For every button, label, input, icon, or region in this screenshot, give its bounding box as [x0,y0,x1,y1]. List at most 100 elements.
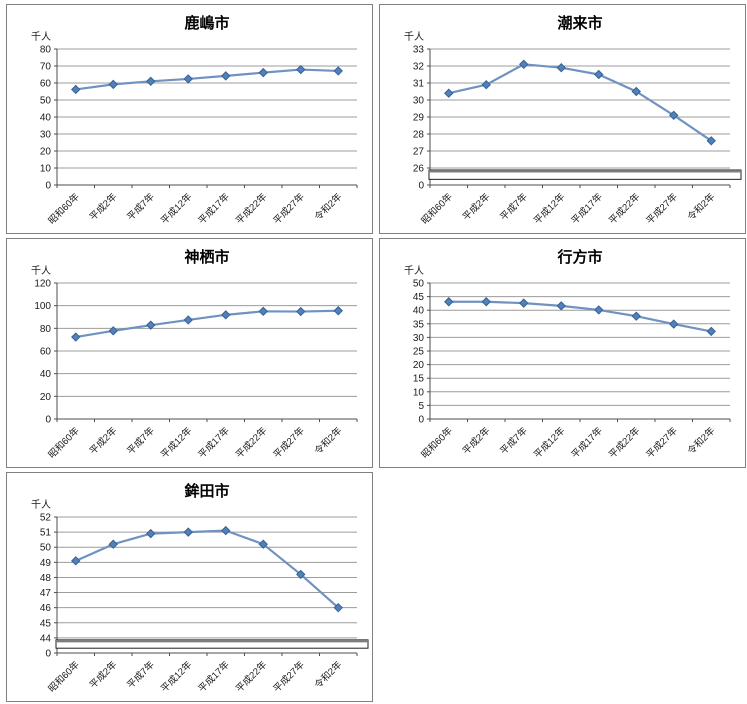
x-tick-label: 平成2年 [460,424,493,457]
x-tick-label: 平成27年 [271,190,307,226]
data-point [221,525,231,536]
data-point [556,301,566,311]
y-tick-label: 32 [413,62,425,73]
y-tick-label: 51 [40,528,52,539]
y-tick-label: 35 [413,319,425,330]
y-axis-unit-label: 千人 [404,265,424,277]
y-axis-base-label: 0 [45,649,51,660]
data-point [71,84,81,95]
y-tick-label: 0 [45,415,51,426]
y-tick-label: 30 [413,333,425,344]
y-tick-label: 0 [418,415,424,426]
data-point [146,528,156,539]
x-tick-label: 平成7年 [124,190,157,223]
data-point [108,79,118,90]
data-point [481,297,491,307]
x-tick-label: 平成22年 [233,424,269,460]
data-point [221,71,231,81]
x-tick-label: 平成2年 [87,658,120,691]
y-tick-label: 46 [40,603,52,614]
x-tick-label: 平成17年 [569,190,605,226]
x-tick-label: 平成17年 [196,190,232,226]
x-tick-label: 令和2年 [685,190,718,223]
x-tick-label: 平成17年 [569,424,605,460]
y-tick-label: 120 [34,279,51,290]
y-tick-label: 50 [413,279,425,290]
x-tick-label: 平成22年 [233,190,269,226]
data-series-line [75,68,339,91]
x-tick-label: 平成27年 [644,190,680,226]
data-point [519,59,529,70]
x-tick-label: 平成27年 [271,424,307,460]
y-tick-label: 25 [413,347,425,358]
data-point [594,69,604,80]
data-point [71,332,81,342]
y-tick-label: 44 [40,633,52,644]
data-point [631,86,641,97]
data-point [706,136,716,146]
y-tick-label: 0 [45,181,51,192]
chart-panel-itako: 潮来市 千人 26 27 28 29 30 31 32 33 0 昭和60年 平成2年 平成7年 平成12年… [379,4,746,234]
data-point [444,88,454,98]
y-tick-label: 70 [40,62,52,73]
x-tick-label: 平成27年 [271,658,307,694]
y-tick-label: 30 [40,130,52,141]
chart-panel-kamisu: 神栖市 千人 0 20 40 60 80 100 120 昭和60年 平成2年 平成7年 平成12年 平成… [6,238,373,468]
x-tick-label: 平成12年 [158,424,194,460]
y-tick-label: 45 [40,618,52,629]
x-tick-label: 平成27年 [644,424,680,460]
x-tick-label: 昭和60年 [419,424,455,460]
x-tick-label: 令和2年 [312,424,345,457]
y-axis-base-label: 0 [418,181,424,192]
axis-break-band [55,639,369,649]
x-tick-label: 平成22年 [233,658,269,694]
data-point [183,315,193,325]
data-point [183,527,193,537]
data-point [444,297,454,307]
y-axis-unit-label: 千人 [404,31,424,43]
y-tick-label: 47 [40,588,52,599]
data-point [556,62,566,73]
data-point [183,74,193,84]
x-tick-label: 平成17年 [196,424,232,460]
y-tick-label: 15 [413,374,425,385]
data-point [108,539,118,549]
data-point [631,311,641,321]
chart-panel-namegata: 行方市 千人 0 5 10 15 20 25 30 35 40 45 50 昭和60年 平成2年 平成7年 平成… [379,238,746,468]
y-tick-label: 50 [40,543,52,554]
x-tick-label: 平成7年 [124,424,157,457]
y-tick-label: 27 [413,147,425,158]
data-point [146,320,156,330]
x-tick-label: 昭和60年 [419,190,455,226]
x-tick-label: 平成2年 [87,424,120,457]
data-point [333,602,343,613]
data-point [519,298,529,308]
data-point [669,110,679,121]
data-point [481,79,491,90]
y-tick-label: 26 [413,164,425,175]
x-tick-label: 平成12年 [531,424,567,460]
data-point [706,326,716,337]
y-tick-label: 29 [413,113,425,124]
y-tick-label: 100 [34,301,51,312]
y-tick-label: 33 [413,45,425,56]
y-tick-label: 10 [413,387,425,398]
chart-title: 鉾田市 [184,482,229,500]
data-series-line [75,309,339,339]
data-point [258,539,268,549]
y-tick-label: 52 [40,513,52,524]
data-point [594,305,604,315]
x-tick-label: 令和2年 [312,190,345,223]
x-tick-label: 平成12年 [531,190,567,226]
chart-title: 潮来市 [557,14,602,32]
y-tick-label: 10 [40,164,52,175]
data-series-line [448,63,712,142]
x-tick-label: 平成22年 [606,424,642,460]
data-point [71,556,81,566]
x-tick-label: 令和2年 [685,424,718,457]
x-tick-label: 平成22年 [606,190,642,226]
